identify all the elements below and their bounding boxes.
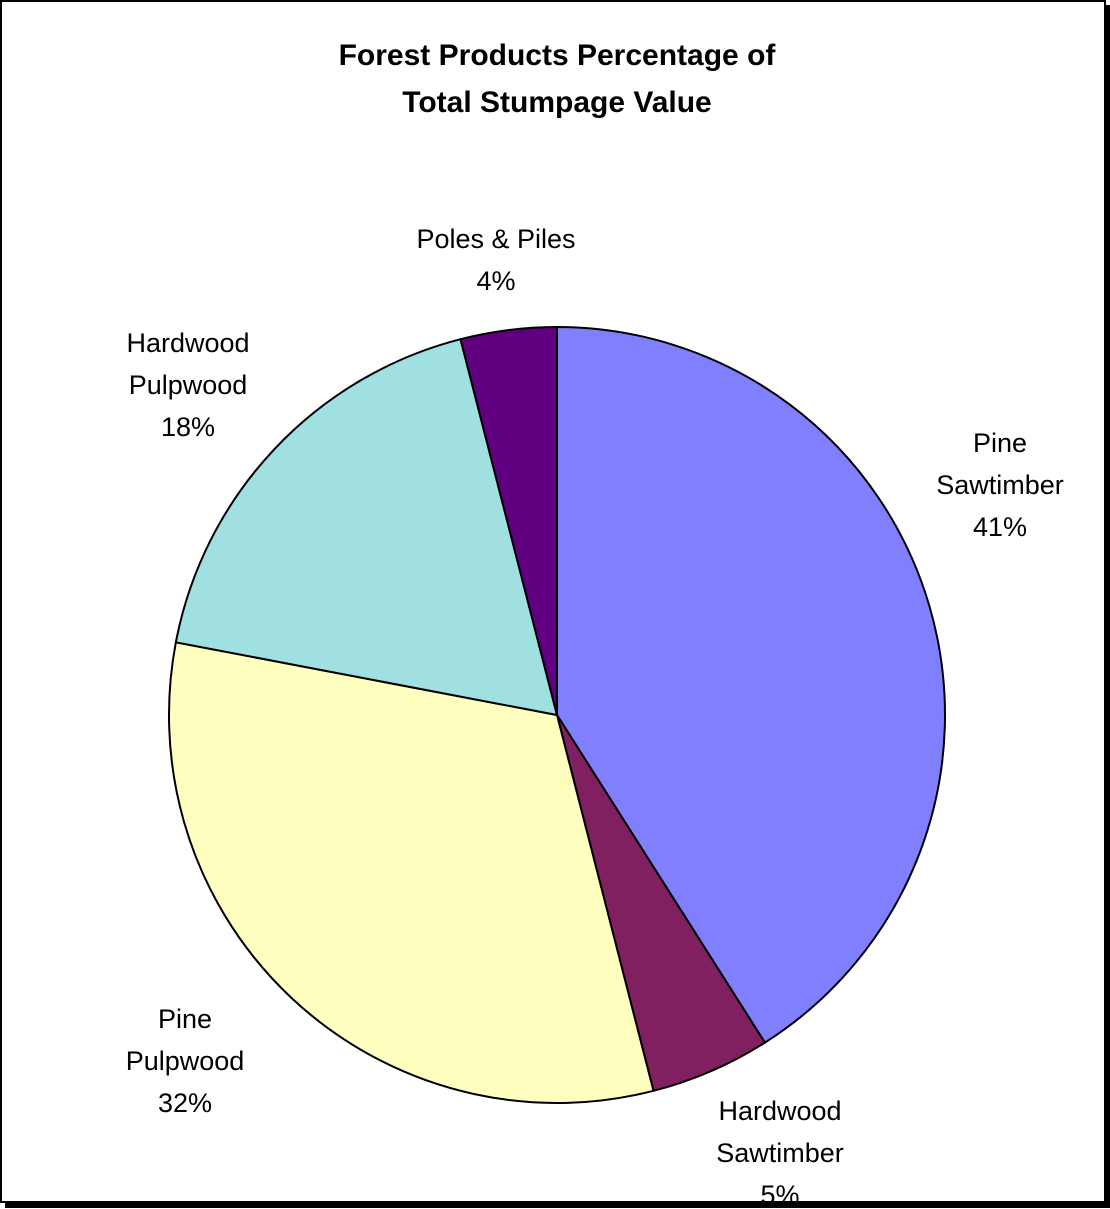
pie-slice-2: [168, 641, 655, 1104]
slice-labels: Pine Sawtimber 41% Hardwood Sawtimber 5% Pine P…: [126, 224, 1064, 1201]
slice-pct-label-3: 18%: [161, 412, 215, 442]
chart-title-line-2: Total Stumpage Value: [402, 86, 712, 119]
slice-label-4-line-0: Poles & Piles: [416, 224, 575, 254]
slice-label-3-line-1: Pulpwood: [129, 370, 248, 400]
pie-slices: [168, 325, 946, 1104]
slice-pct-label-1: 5%: [760, 1180, 799, 1201]
slice-label-2-line-0: Pine: [158, 1004, 212, 1034]
slice-label-2-line-1: Pulpwood: [126, 1046, 245, 1076]
slice-label-1-line-0: Hardwood: [718, 1096, 841, 1126]
pie-slice-0: [556, 325, 946, 1044]
pie-slice-4: [459, 325, 558, 716]
slice-label-0-line-1: Sawtimber: [936, 470, 1064, 500]
slice-pct-label-0: 41%: [973, 512, 1027, 542]
slice-label-1-line-1: Sawtimber: [716, 1138, 844, 1168]
slice-label-3-line-0: Hardwood: [126, 328, 249, 358]
slice-pct-label-2: 32%: [158, 1088, 212, 1118]
pie-slice-3: [174, 337, 559, 717]
slice-pct-label-4: 4%: [476, 266, 515, 296]
slice-label-0-line-0: Pine: [973, 428, 1027, 458]
chart-title-line-1: Forest Products Percentage of: [339, 39, 777, 72]
